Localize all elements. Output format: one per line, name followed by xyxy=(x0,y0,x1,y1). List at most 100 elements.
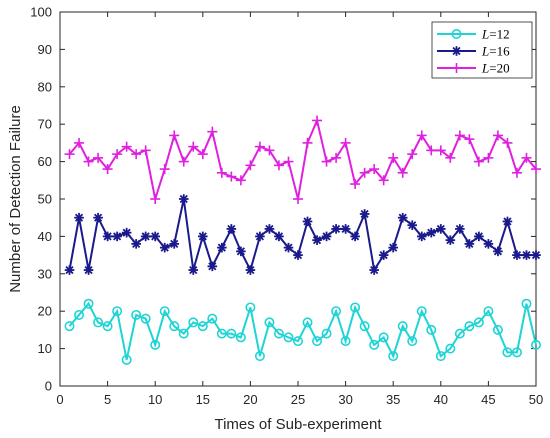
data-point xyxy=(388,242,398,253)
legend-item: L=20 xyxy=(437,61,510,76)
data-point xyxy=(359,167,370,178)
data-point xyxy=(64,321,75,332)
data-point xyxy=(216,328,227,339)
data-point xyxy=(502,137,513,148)
x-axis-ticks: 0 5 10 15 20 25 30 35 40 45 50 xyxy=(56,12,543,407)
data-point xyxy=(483,306,494,317)
data-point xyxy=(302,137,313,148)
data-point xyxy=(245,302,256,313)
data-point xyxy=(292,336,303,347)
data-point xyxy=(454,328,465,339)
data-point xyxy=(178,328,189,339)
data-point xyxy=(64,149,75,160)
data-point xyxy=(455,224,465,234)
data-point xyxy=(131,149,142,160)
data-point xyxy=(188,317,199,328)
x-tick-label: 30 xyxy=(338,392,352,407)
data-point xyxy=(264,317,275,328)
data-point xyxy=(217,242,227,253)
x-tick-label: 15 xyxy=(196,392,210,407)
data-point xyxy=(102,231,113,242)
data-point xyxy=(350,231,360,242)
data-point xyxy=(445,152,456,163)
data-point xyxy=(93,212,103,223)
x-tick-label: 40 xyxy=(434,392,448,407)
y-axis-ticks: 0 10 20 30 40 50 60 70 80 90 100 xyxy=(30,5,536,394)
legend: L=12 L=16 L=20 xyxy=(431,21,533,79)
data-point xyxy=(435,351,446,362)
y-tick-label: 80 xyxy=(38,79,52,94)
data-point xyxy=(264,224,275,234)
data-point xyxy=(216,167,227,178)
x-tick-label: 45 xyxy=(481,392,495,407)
data-point xyxy=(112,149,123,160)
data-point xyxy=(321,156,332,167)
data-point xyxy=(102,321,113,332)
series-L=16 xyxy=(64,194,541,275)
data-point xyxy=(426,145,437,156)
data-point xyxy=(312,235,322,245)
data-point xyxy=(159,242,170,253)
data-point xyxy=(283,242,294,253)
data-point xyxy=(331,152,342,163)
legend-label: L=12 xyxy=(481,27,510,42)
data-point xyxy=(388,152,399,163)
data-point xyxy=(197,321,208,332)
data-point xyxy=(64,265,75,275)
data-point xyxy=(226,328,237,339)
data-point xyxy=(188,265,199,275)
legend-swatch-marker xyxy=(451,46,462,56)
data-point xyxy=(150,231,160,242)
data-point xyxy=(293,250,303,260)
data-point xyxy=(169,321,180,332)
data-point xyxy=(474,231,484,242)
data-point xyxy=(140,313,151,324)
data-point xyxy=(521,298,532,309)
data-point xyxy=(492,130,503,141)
data-point xyxy=(159,164,170,175)
data-point xyxy=(112,231,122,242)
data-point xyxy=(74,212,84,223)
data-point xyxy=(483,152,494,163)
y-tick-label: 30 xyxy=(38,266,52,281)
y-tick-label: 70 xyxy=(38,117,52,132)
data-point xyxy=(378,250,389,260)
data-point xyxy=(121,141,132,152)
series-layer xyxy=(64,115,541,365)
legend-swatch-marker xyxy=(451,28,462,39)
data-point xyxy=(511,347,522,358)
data-point xyxy=(293,194,303,204)
y-axis-label: Number of Detection Failure xyxy=(7,105,24,293)
data-point xyxy=(483,239,494,249)
x-tick-label: 35 xyxy=(386,392,400,407)
data-point xyxy=(273,160,284,171)
data-point xyxy=(454,130,465,141)
series-L=12 xyxy=(64,298,541,365)
data-point xyxy=(511,167,522,178)
x-tick-label: 5 xyxy=(104,392,111,407)
data-point xyxy=(255,231,265,242)
data-point xyxy=(531,164,541,175)
x-tick-label: 0 xyxy=(56,392,63,407)
legend-label: L=16 xyxy=(481,44,510,59)
data-point xyxy=(197,149,208,160)
data-point xyxy=(264,145,275,156)
data-point xyxy=(435,145,446,156)
data-point xyxy=(274,231,284,242)
data-point xyxy=(283,156,294,167)
data-point xyxy=(159,306,170,317)
data-point xyxy=(416,306,427,317)
data-point xyxy=(445,235,456,245)
data-point xyxy=(140,145,151,156)
data-point xyxy=(121,354,132,365)
data-point xyxy=(378,175,389,186)
data-point xyxy=(321,328,332,339)
data-point xyxy=(207,261,218,272)
data-point xyxy=(83,298,94,309)
data-point xyxy=(521,250,532,260)
y-tick-label: 10 xyxy=(38,341,52,356)
data-point xyxy=(426,227,437,238)
data-point xyxy=(102,164,113,175)
series-line xyxy=(68,117,537,200)
